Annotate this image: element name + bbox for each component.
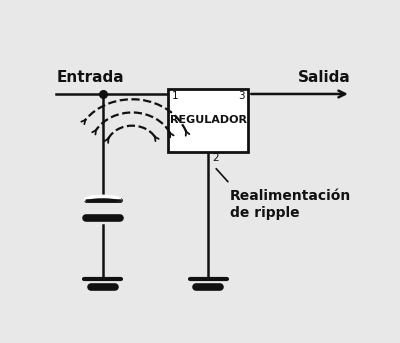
Text: 1: 1 (172, 91, 178, 101)
Text: Salida: Salida (298, 70, 351, 85)
Text: 2: 2 (212, 153, 218, 163)
Text: Entrada: Entrada (56, 70, 124, 85)
Text: 3: 3 (238, 91, 245, 101)
Text: REGULADOR: REGULADOR (170, 115, 246, 126)
Bar (168, 89, 248, 152)
Text: Realimentación
de ripple: Realimentación de ripple (230, 189, 351, 220)
